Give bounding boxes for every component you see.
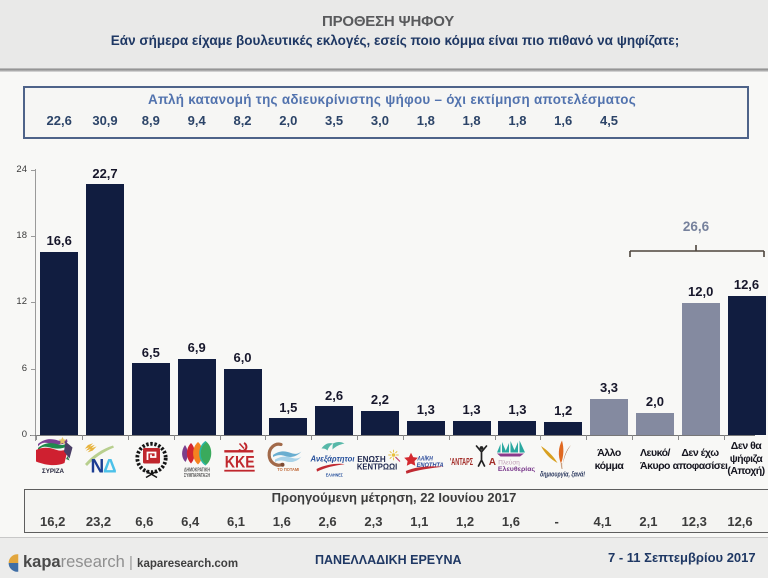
svg-text:ΛΑΪΚΗ: ΛΑΪΚΗ xyxy=(417,454,433,462)
svg-text:Ν: Ν xyxy=(91,457,105,478)
svg-text:ΔΗΜΟΚΡΑΤΙΚΗ: ΔΗΜΟΚΡΑΤΙΚΗ xyxy=(184,468,210,474)
svg-text:ΣΥΜΠΑΡΑΤΑΞΗ: ΣΥΜΠΑΡΑΤΑΞΗ xyxy=(184,473,210,479)
svg-text:ΣΥΡΙΖΑ: ΣΥΡΙΖΑ xyxy=(42,468,64,475)
svg-text:ΚΕΝΤΡΩΩΙ: ΚΕΝΤΡΩΩΙ xyxy=(357,462,397,472)
svg-text:ΕΝΟΤΗΤΑ: ΕΝΟΤΗΤΑ xyxy=(417,462,444,469)
svg-text:ΕΛΛΗΝΕΣ: ΕΛΛΗΝΕΣ xyxy=(326,473,343,479)
svg-text:ΕΝΩΣΗ: ΕΝΩΣΗ xyxy=(357,454,385,464)
svg-text:Ελευθερίας: Ελευθερίας xyxy=(498,465,536,473)
svg-text:Πλεύση: Πλεύση xyxy=(498,461,520,467)
svg-text:δημιουργία, ξανά!: δημιουργία, ξανά! xyxy=(540,472,586,479)
svg-text:Δ: Δ xyxy=(103,457,117,478)
svg-text:KKE: KKE xyxy=(225,453,255,472)
svg-text:Α.: Α. xyxy=(489,457,496,468)
svg-text:Ανεξάρτητοι: Ανεξάρτητοι xyxy=(310,454,355,464)
svg-text:ΤΟ ΠΟΤΑΜΙ: ΤΟ ΠΟΤΑΜΙ xyxy=(277,467,300,473)
svg-text:'ΑΝΤΑΡΣ: 'ΑΝΤΑΡΣ xyxy=(450,457,473,468)
